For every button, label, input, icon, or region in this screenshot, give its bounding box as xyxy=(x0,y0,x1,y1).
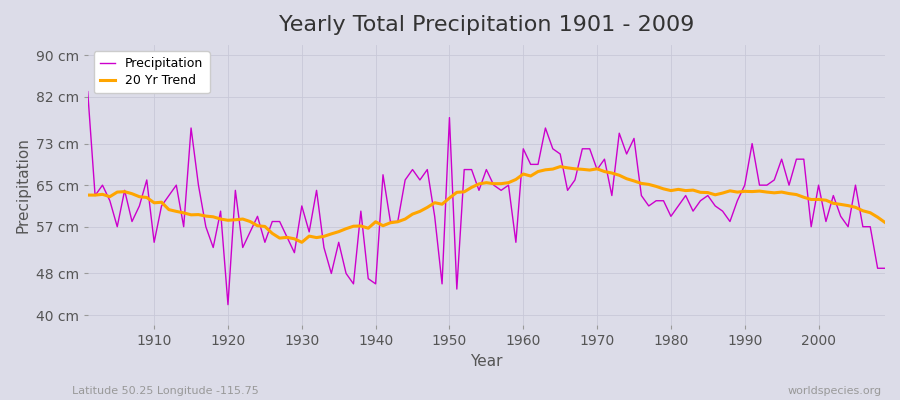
20 Yr Trend xyxy=(621,176,632,181)
Precipitation xyxy=(518,146,528,151)
Precipitation xyxy=(356,209,366,214)
20 Yr Trend xyxy=(518,172,528,176)
Precipitation xyxy=(141,178,152,182)
20 Yr Trend xyxy=(296,240,307,245)
20 Yr Trend xyxy=(526,174,536,178)
Precipitation xyxy=(526,162,536,167)
Precipitation xyxy=(614,131,625,136)
Legend: Precipitation, 20 Yr Trend: Precipitation, 20 Yr Trend xyxy=(94,51,210,93)
20 Yr Trend xyxy=(879,220,890,225)
Text: worldspecies.org: worldspecies.org xyxy=(788,386,882,396)
Y-axis label: Precipitation: Precipitation xyxy=(15,137,30,233)
Text: Latitude 50.25 Longitude -115.75: Latitude 50.25 Longitude -115.75 xyxy=(72,386,259,396)
20 Yr Trend xyxy=(554,164,565,169)
20 Yr Trend xyxy=(82,193,93,198)
X-axis label: Year: Year xyxy=(470,354,502,369)
Line: 20 Yr Trend: 20 Yr Trend xyxy=(87,166,885,242)
Line: Precipitation: Precipitation xyxy=(87,92,885,305)
Precipitation xyxy=(311,188,322,193)
Precipitation xyxy=(222,302,233,307)
20 Yr Trend xyxy=(356,224,366,228)
Precipitation xyxy=(82,89,93,94)
20 Yr Trend xyxy=(141,195,152,200)
Precipitation xyxy=(879,266,890,271)
20 Yr Trend xyxy=(311,235,322,240)
Title: Yearly Total Precipitation 1901 - 2009: Yearly Total Precipitation 1901 - 2009 xyxy=(279,15,694,35)
